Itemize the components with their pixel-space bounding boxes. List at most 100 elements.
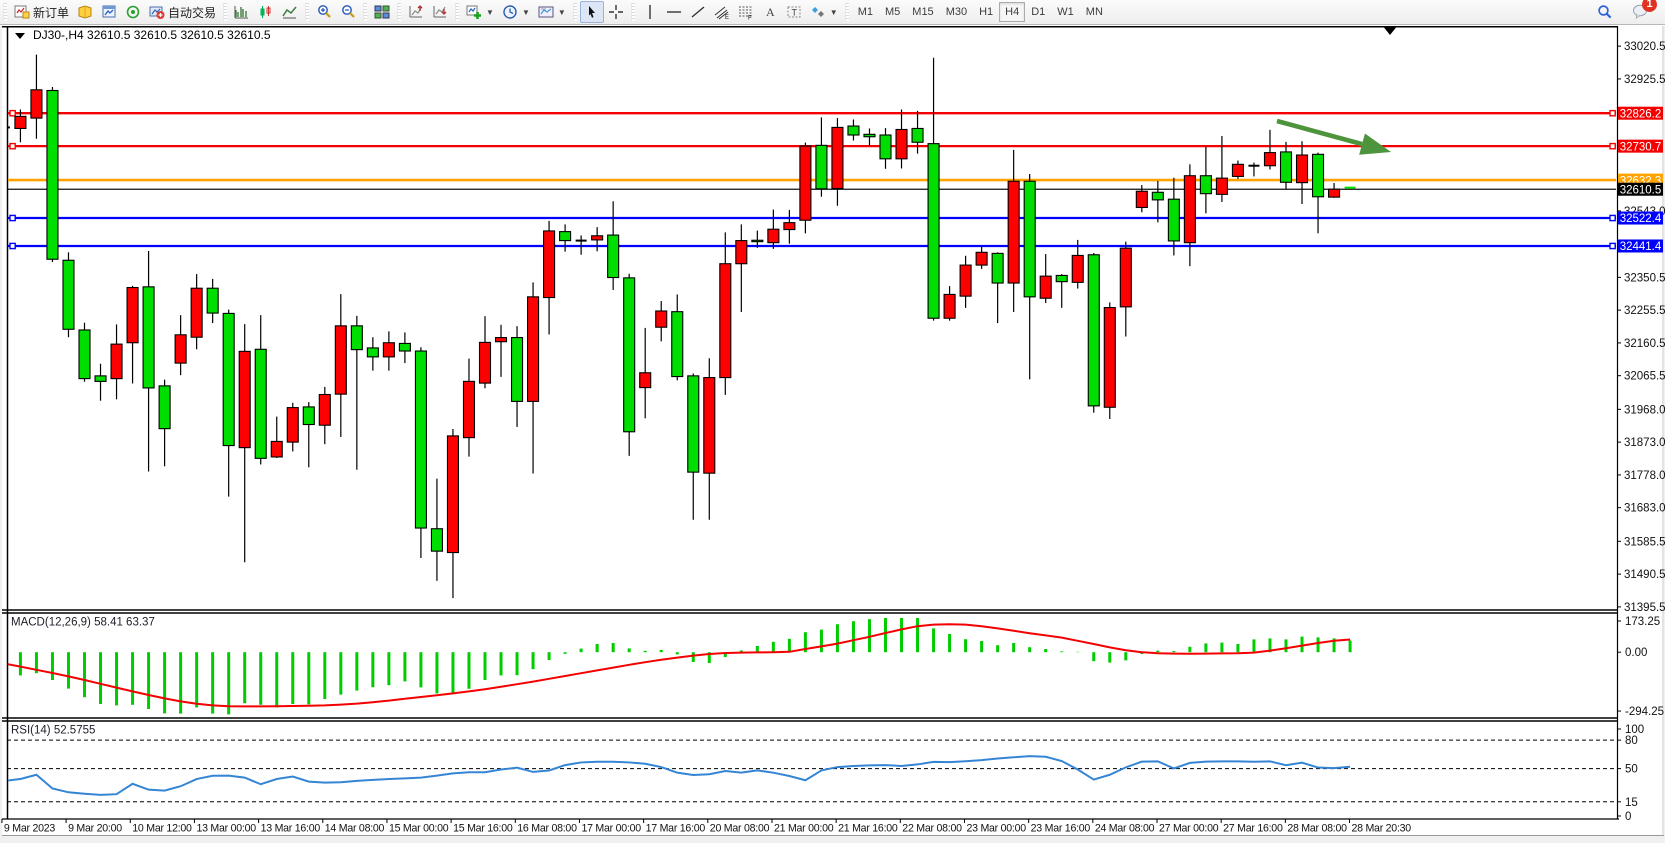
indicators-button[interactable]: ▼ — [462, 1, 498, 23]
price-tick-label: 31395.5 — [1624, 602, 1665, 614]
toolbar-grip — [630, 3, 635, 21]
candle-57 — [911, 110, 924, 154]
text-button[interactable]: A — [758, 1, 782, 23]
scale-up-icon — [409, 5, 423, 18]
horizontal-line-button[interactable] — [662, 1, 686, 23]
vertical-line-button[interactable] — [638, 1, 662, 23]
auto-scroll-button[interactable] — [404, 1, 428, 23]
fibonacci-button[interactable]: F — [734, 1, 758, 23]
candle-35 — [559, 224, 572, 252]
candle-45 — [719, 232, 732, 395]
time-tick-label: 23 Mar 00:00 — [966, 823, 1026, 835]
candle-72 — [1151, 180, 1164, 223]
candle-22 — [350, 315, 363, 470]
tile-windows-button[interactable] — [370, 1, 394, 23]
trendline-icon — [691, 6, 705, 18]
crosshair-button[interactable] — [604, 1, 628, 23]
candle-79 — [1263, 129, 1277, 170]
candle-33 — [527, 282, 540, 474]
zoom-in-button[interactable] — [312, 1, 336, 23]
new-order-button[interactable]: 新订单 — [10, 1, 73, 23]
toolbar-grip — [572, 3, 577, 21]
timeframe-m5-button[interactable]: M5 — [885, 6, 901, 18]
timeframe-m15-button[interactable]: M15 — [912, 6, 934, 18]
arrows-button[interactable]: ▼ — [806, 1, 842, 23]
candle-46 — [735, 224, 748, 313]
candle-52 — [831, 118, 844, 206]
cursor-button[interactable] — [579, 1, 604, 23]
macd-pane[interactable]: MACD(12,26,9) 58.41 63.37 — [4, 617, 1352, 715]
trend-arrow[interactable] — [1276, 118, 1363, 147]
time-tick-label: 10 Mar 12:00 — [132, 823, 192, 835]
chart-canvas[interactable]: DJ30-,H4 32610.5 32610.5 32610.5 32610.5… — [0, 26, 1665, 843]
channel-button[interactable]: E — [710, 1, 734, 23]
hline-handle[interactable] — [1609, 214, 1616, 222]
rsi-pane[interactable]: RSI(14) 52.5755 — [4, 725, 1617, 803]
hline-handle[interactable] — [1609, 109, 1616, 117]
notifications-button[interactable]: 1 — [1631, 0, 1657, 22]
candle-21 — [334, 294, 347, 437]
timeframe-h1-button[interactable]: H1 — [979, 6, 994, 18]
candle-2 — [30, 54, 43, 139]
zoom-out-icon — [342, 5, 355, 18]
profiles-button[interactable] — [73, 1, 97, 23]
scroll-marker-icon[interactable] — [1384, 27, 1396, 36]
price-tick-label: 32065.5 — [1624, 371, 1665, 383]
candlestick-icon — [260, 6, 271, 18]
signals-button[interactable] — [121, 1, 145, 23]
zoom-out-button[interactable] — [336, 1, 360, 23]
price-tick-label: 31968.0 — [1624, 404, 1665, 416]
candle-31 — [494, 324, 508, 377]
hline-handle[interactable] — [9, 142, 16, 150]
chart-window-button[interactable] — [97, 1, 121, 23]
hline-price-badge: 32522.4 — [1618, 211, 1663, 225]
chart-shift-button[interactable] — [428, 1, 452, 23]
periods-button[interactable]: ▼ — [498, 1, 534, 23]
candle-51 — [815, 117, 828, 197]
bar-chart-button[interactable] — [230, 1, 254, 23]
time-tick-label: 27 Mar 00:00 — [1159, 823, 1219, 835]
hline-handle[interactable] — [9, 242, 16, 250]
time-tick-label: 13 Mar 16:00 — [261, 823, 321, 835]
candle-63 — [1007, 149, 1020, 313]
main-pane[interactable] — [0, 54, 1617, 599]
symbol-dropdown-icon[interactable] — [15, 33, 25, 39]
candle-30 — [478, 316, 492, 389]
fibonacci-icon: F — [738, 6, 752, 20]
chart-area[interactable]: DJ30-,H4 32610.5 32610.5 32610.5 32610.5… — [0, 26, 1665, 843]
candle-60 — [959, 255, 972, 308]
hline-handle[interactable] — [1609, 142, 1616, 150]
trendline-button[interactable] — [686, 1, 710, 23]
price-tick-label: 32255.5 — [1624, 305, 1665, 317]
cursor-icon — [588, 6, 595, 18]
line-chart-button[interactable] — [278, 1, 302, 23]
timeframe-d1-button[interactable]: D1 — [1031, 6, 1046, 18]
time-tick-label: 21 Mar 16:00 — [838, 823, 898, 835]
chart-title: DJ30-,H4 32610.5 32610.5 32610.5 32610.5 — [33, 28, 271, 42]
candle-80 — [1279, 141, 1293, 189]
candlestick-button[interactable] — [254, 1, 278, 23]
candle-41 — [655, 300, 668, 342]
candle-53 — [847, 119, 860, 141]
hline-handle[interactable] — [1609, 242, 1616, 250]
hline-handle[interactable] — [9, 214, 16, 222]
trend-arrow-head[interactable] — [1359, 133, 1391, 155]
time-tick-label: 28 Mar 20:30 — [1352, 823, 1412, 835]
auto-trading-button[interactable]: 自动交易 — [145, 1, 220, 23]
svg-text:32522.4: 32522.4 — [1620, 213, 1662, 225]
text-label-button[interactable]: T — [782, 1, 806, 23]
hline-handle[interactable] — [9, 109, 16, 117]
timeframe-m30-button[interactable]: M30 — [945, 6, 968, 18]
candle-17 — [270, 416, 283, 458]
time-tick-label: 22 Mar 08:00 — [902, 823, 962, 835]
candle-6 — [94, 363, 107, 401]
current-price-badge: 32610.5 — [1618, 182, 1663, 196]
timeframe-mn-button[interactable]: MN — [1085, 6, 1103, 18]
templates-button[interactable]: ▼ — [534, 1, 570, 23]
candle-5 — [78, 322, 91, 382]
search-button[interactable] — [1591, 1, 1617, 23]
timeframe-w1-button[interactable]: W1 — [1057, 6, 1074, 18]
svg-text:32610.5: 32610.5 — [1620, 184, 1662, 196]
timeframe-h4-button[interactable]: H4 — [999, 2, 1026, 22]
timeframe-m1-button[interactable]: M1 — [857, 6, 873, 18]
